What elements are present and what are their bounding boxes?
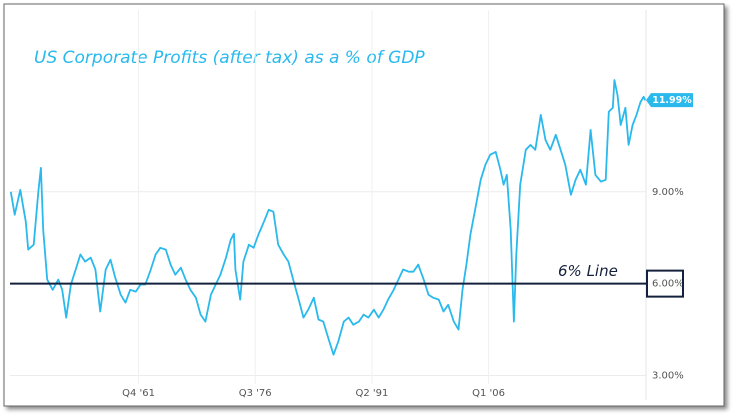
x-tick-label: Q1 '06	[472, 388, 505, 399]
reference-label: 6% Line	[558, 262, 618, 280]
y-tick-label: 3.00%	[652, 371, 684, 382]
reference-box	[646, 269, 684, 298]
y-tick-label: 9.00%	[652, 187, 684, 198]
x-tick-label: Q4 '61	[122, 388, 155, 399]
frame	[3, 3, 725, 407]
last-value-label: 11.99%	[652, 95, 692, 106]
chart-title: US Corporate Profits (after tax) as a % …	[34, 48, 425, 68]
last-value-flag	[646, 93, 693, 108]
data-line	[9, 79, 647, 356]
x-tick-label: Q2 '91	[355, 388, 388, 399]
y-tick-label: 6.00%	[652, 279, 684, 290]
x-tick-label: Q3 '76	[239, 388, 272, 399]
